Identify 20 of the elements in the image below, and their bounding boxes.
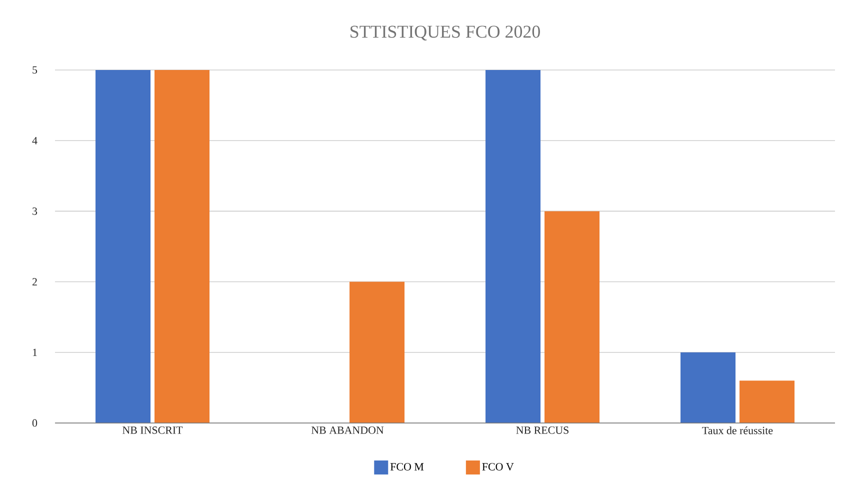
y-tick-label: 0 [32, 419, 38, 427]
x-tick-label: NB ABANDON [311, 426, 384, 434]
bar [740, 380, 795, 423]
y-tick-label: 2 [32, 278, 37, 286]
x-tick-label: Taux de réussite [702, 426, 773, 434]
bar [96, 70, 151, 423]
y-tick-label: 1 [32, 348, 37, 356]
bar [350, 282, 405, 423]
bar [486, 70, 541, 423]
bar [154, 70, 210, 423]
y-tick-label: 4 [32, 136, 38, 144]
y-tick-label: 3 [32, 208, 38, 215]
legend-label: FCO V [482, 463, 514, 471]
bar [680, 352, 736, 423]
bar [544, 211, 600, 423]
x-tick-label: NB RECUS [516, 426, 568, 434]
legend-label: FCO M [390, 463, 424, 470]
x-tick-label: NB INSCRIT [122, 426, 183, 434]
chart-title: STTISTIQUES FCO 2020 [350, 26, 540, 40]
y-tick-label: 5 [32, 66, 38, 74]
